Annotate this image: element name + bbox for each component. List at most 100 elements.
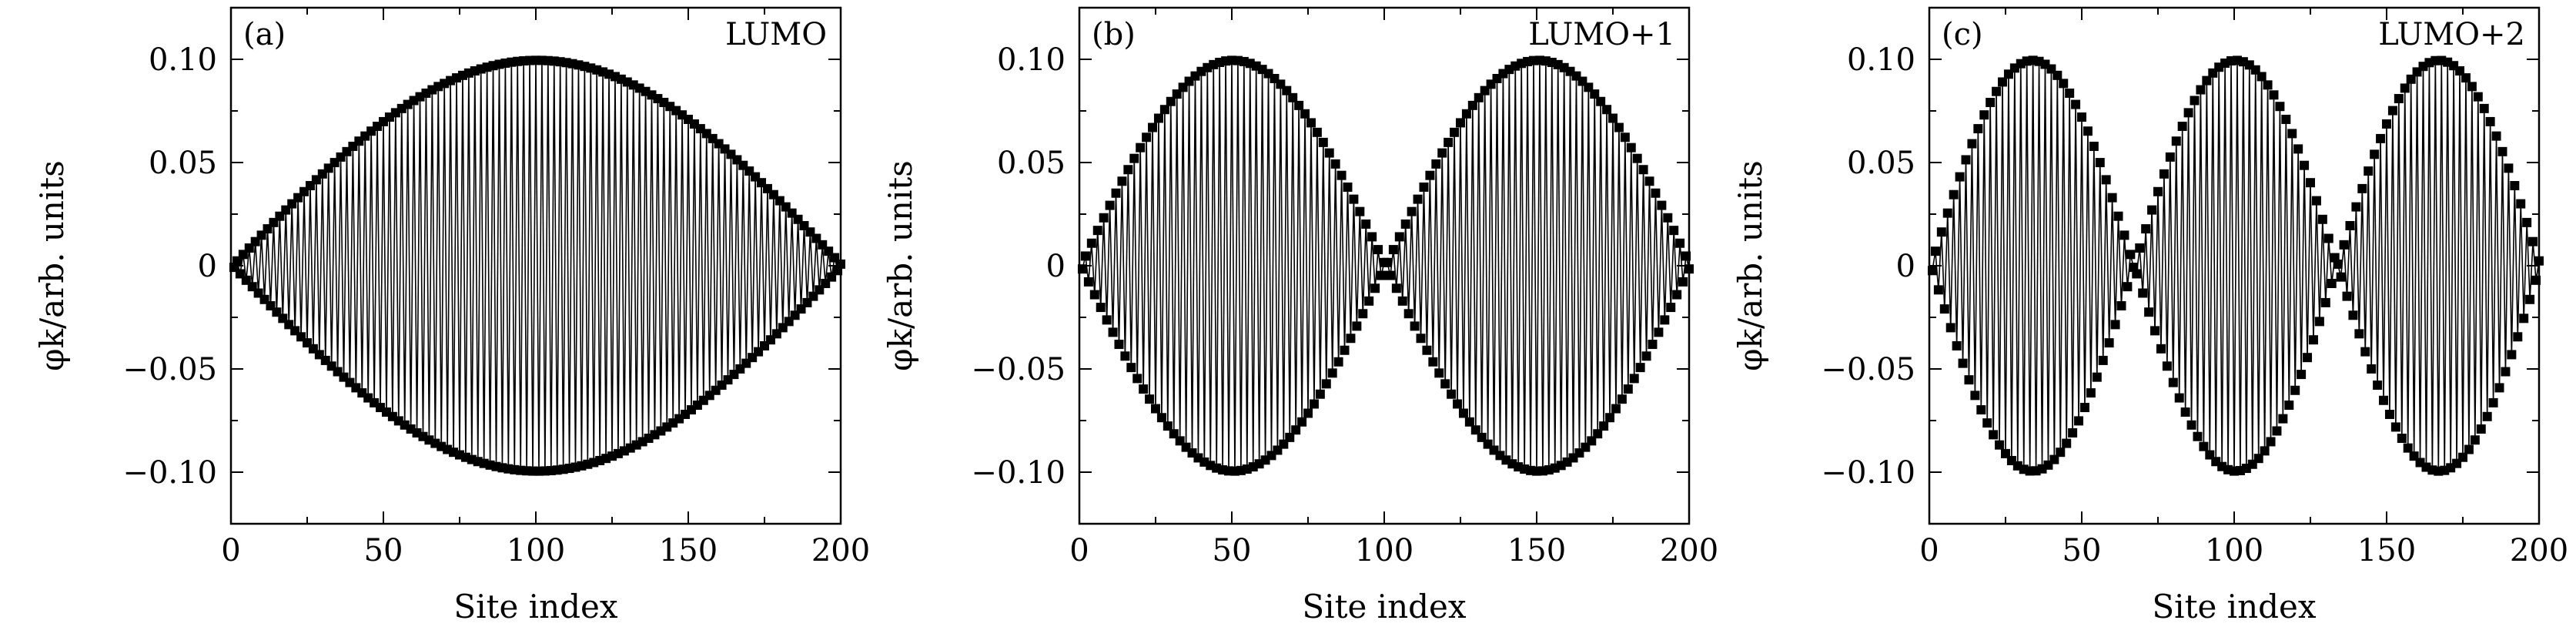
data-point-marker	[2193, 431, 2203, 441]
x-tick-label: 50	[1213, 533, 1252, 568]
data-point-marker	[1083, 277, 1093, 287]
data-point-marker	[1136, 142, 1146, 153]
data-point-marker	[2327, 279, 2337, 289]
y-axis-title: φk/arb. units	[1731, 160, 1769, 371]
data-point-marker	[1416, 334, 1426, 344]
data-point-marker	[2171, 136, 2181, 146]
data-point-marker	[1952, 340, 1962, 350]
y-axis-title: φk/arb. units	[33, 160, 71, 371]
data-point-marker	[2357, 183, 2367, 193]
data-point-marker	[2135, 243, 2145, 253]
data-point-marker	[2159, 169, 2169, 179]
x-tick-label: 50	[2062, 533, 2102, 568]
data-point-marker	[2138, 288, 2148, 298]
data-point-marker	[1114, 340, 1124, 350]
data-point-marker	[1620, 132, 1630, 142]
data-point-marker	[2400, 83, 2410, 93]
data-point-marker	[2186, 420, 2196, 430]
data-point-marker	[2390, 422, 2400, 432]
data-point-marker	[2098, 355, 2108, 365]
data-point-marker	[2370, 149, 2380, 159]
x-tick-label: 50	[364, 533, 403, 568]
data-point-marker	[1327, 368, 1337, 378]
data-point-marker	[1458, 408, 1468, 418]
panel-c: 0 50 100 150 200 −0.10 −0.05 0 0.05 0.10 Site inde…	[1731, 6, 2568, 625]
data-point-marker	[1129, 153, 1139, 163]
data-point-marker	[1142, 132, 1152, 142]
data-point-marker	[2126, 250, 2136, 260]
data-point-marker	[1461, 109, 1471, 119]
data-point-marker	[2150, 326, 2160, 336]
data-point-marker	[2348, 310, 2358, 320]
data-point-marker	[2308, 335, 2318, 345]
data-point-marker	[2059, 79, 2069, 89]
data-point-marker	[2079, 403, 2089, 413]
data-point-marker	[1102, 315, 1112, 325]
data-point-marker	[2306, 178, 2315, 188]
data-point-marker	[1675, 238, 1685, 248]
data-point-marker	[2272, 426, 2282, 436]
data-point-marker	[1456, 118, 1465, 128]
x-tick-label: 200	[2510, 533, 2568, 568]
data-point-marker	[1099, 213, 1109, 223]
x-axis-title: Site index	[2152, 588, 2317, 625]
data-point-marker	[1370, 283, 1380, 293]
data-point-marker	[1169, 429, 1179, 439]
data-point-marker	[2333, 259, 2343, 269]
data-point-marker	[2491, 131, 2501, 141]
series-line	[233, 60, 841, 471]
data-point-marker	[1992, 86, 2002, 96]
data-point-marker	[2202, 75, 2212, 85]
data-point-marker	[784, 317, 794, 327]
data-point-marker	[1450, 127, 1460, 137]
data-point-marker	[1663, 213, 1673, 223]
data-point-marker	[1407, 206, 1417, 216]
data-point-marker	[2281, 114, 2291, 124]
data-point-marker	[2513, 332, 2523, 342]
data-point-marker	[1089, 290, 1099, 300]
data-point-marker	[2384, 409, 2394, 419]
y-tick-label: 0.10	[997, 42, 1066, 78]
data-point-marker	[2354, 329, 2364, 339]
x-axis-title: Site index	[1302, 588, 1467, 625]
data-point-marker	[2458, 452, 2467, 462]
data-point-marker	[2455, 66, 2465, 76]
data-point-marker	[1657, 200, 1667, 210]
data-point-marker	[1153, 113, 1163, 123]
data-point-marker	[2336, 272, 2346, 282]
data-point-marker	[2116, 301, 2126, 311]
panel-label: (a)	[243, 17, 286, 52]
data-point-marker	[2501, 367, 2511, 377]
data-point-marker	[2153, 186, 2163, 196]
data-point-marker	[1340, 345, 1350, 355]
data-point-marker	[1986, 98, 1996, 108]
data-point-marker	[2275, 102, 2285, 112]
data-point-marker	[1352, 321, 1362, 331]
y-tick-label: −0.05	[122, 352, 217, 387]
data-point-marker	[1096, 303, 1106, 313]
data-point-marker	[1587, 436, 1597, 446]
data-point-marker	[2257, 72, 2267, 82]
orbital-annotation: LUMO+2	[2378, 17, 2525, 52]
data-point-marker	[2406, 74, 2416, 84]
data-point-marker	[1614, 122, 1624, 132]
data-point-marker	[2525, 294, 2535, 304]
data-point-marker	[1635, 363, 1645, 373]
data-point-marker	[1672, 290, 1682, 300]
y-tick-label: 0.10	[1847, 42, 1915, 78]
data-point-marker	[1410, 321, 1420, 331]
data-point-marker	[2095, 158, 2105, 168]
data-point-marker	[2253, 454, 2263, 464]
y-tick-label: 0.05	[997, 146, 1066, 181]
data-point-marker	[1324, 148, 1334, 158]
data-point-marker	[1159, 105, 1169, 115]
data-point-marker	[1309, 399, 1319, 409]
data-point-marker	[1300, 109, 1310, 119]
x-tick-label: 100	[2205, 533, 2263, 568]
data-point-marker	[1105, 200, 1115, 210]
data-point-marker	[2387, 106, 2397, 116]
data-point-marker	[1355, 206, 1365, 216]
data-point-marker	[1285, 432, 1295, 442]
data-point-marker	[2497, 146, 2507, 156]
data-point-marker	[1337, 170, 1347, 180]
